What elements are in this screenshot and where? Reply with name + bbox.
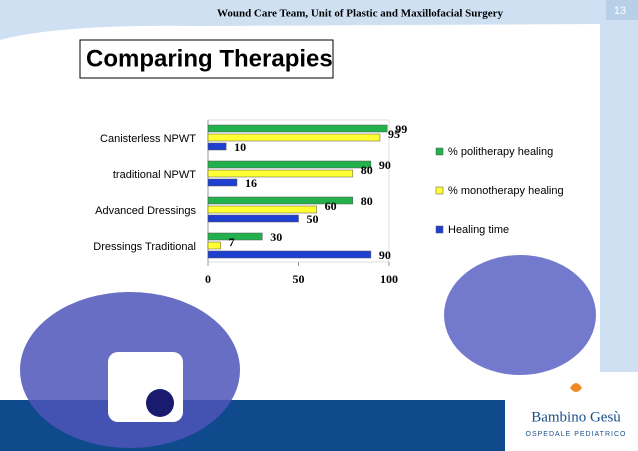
page-number: 13 [614,5,626,17]
logo-subtitle: OSPEDALE PEDIATRICO [526,431,627,438]
bar [207,241,221,250]
value-label: 50 [307,212,319,226]
bar [207,124,388,133]
logo-name: Bambino Gesù [531,409,621,425]
title-box [79,39,334,79]
value-label: 80 [361,194,373,208]
bar [207,178,238,187]
y-tick-label: Canisterless NPWT [100,133,196,145]
bar [207,160,372,169]
bar [207,133,381,142]
legend-swatch [435,225,444,234]
header: Wound Care Team, Unit of Plastic and Max… [217,8,504,20]
bar [207,232,263,241]
y-tick-label: traditional NPWT [113,169,196,181]
x-tick-label: 0 [205,272,211,286]
value-label: 90 [379,248,391,262]
chart-title: Comparing Therapies [86,45,333,72]
y-tick-label: Advanced Dressings [95,205,196,217]
value-label: 80 [361,163,373,177]
bar [207,214,299,223]
bar [207,205,317,214]
y-tick-label: Dressings Traditional [93,241,196,253]
legend-swatch [435,147,444,156]
value-label: 99 [395,122,407,136]
photo-left-dressing [108,352,183,422]
logo-icon [570,383,582,392]
logo-panel [505,372,638,451]
value-label: 10 [234,140,246,154]
bar [207,169,354,178]
value-label: 95 [388,127,400,141]
value-label: 7 [229,235,235,249]
legend-swatch [435,186,444,195]
legend-label: % monotherapy healing [448,185,564,197]
page-number-box [606,0,638,20]
value-label: 60 [325,199,337,213]
photo-right [444,255,596,375]
value-label: 90 [379,158,391,172]
x-tick-label: 100 [380,272,398,286]
bar [207,142,227,151]
x-tick-label: 50 [293,272,305,286]
legend-label: % politherapy healing [448,146,553,158]
photo-left-spot [146,389,174,417]
value-label: 30 [270,230,282,244]
value-label: 16 [245,176,257,190]
bar [207,196,354,205]
legend-label: Healing time [448,224,509,236]
bar [207,250,372,259]
